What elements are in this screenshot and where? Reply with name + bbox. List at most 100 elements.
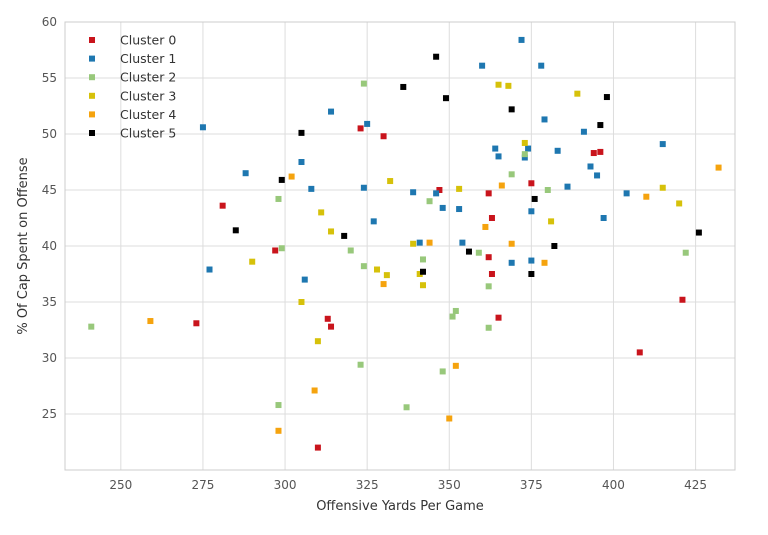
data-point-cluster-0 bbox=[219, 202, 226, 209]
data-point-cluster-3 bbox=[410, 240, 417, 247]
data-point-cluster-4 bbox=[426, 239, 433, 246]
data-point-cluster-0 bbox=[488, 215, 495, 221]
data-point-cluster-5 bbox=[298, 129, 305, 136]
data-point-cluster-5 bbox=[508, 106, 515, 113]
data-point-cluster-1 bbox=[199, 124, 206, 131]
data-point-cluster-4 bbox=[715, 164, 722, 171]
x-tick-label: 300 bbox=[274, 478, 297, 492]
legend-label: Cluster 0 bbox=[120, 33, 176, 48]
data-point-cluster-3 bbox=[298, 299, 305, 305]
x-tick-label: 375 bbox=[520, 478, 543, 492]
data-point-cluster-0 bbox=[488, 271, 495, 277]
data-point-cluster-1 bbox=[328, 108, 335, 115]
data-point-cluster-2 bbox=[275, 195, 282, 202]
x-axis-label: Offensive Yards Per Game bbox=[316, 499, 484, 514]
data-point-cluster-0 bbox=[328, 323, 335, 330]
data-point-cluster-1 bbox=[479, 62, 486, 69]
data-point-cluster-2 bbox=[449, 313, 456, 320]
data-point-cluster-2 bbox=[419, 256, 426, 263]
y-tick-label: 25 bbox=[42, 407, 57, 421]
data-point-cluster-4 bbox=[643, 193, 650, 200]
data-point-cluster-2 bbox=[347, 247, 354, 254]
data-point-cluster-5 bbox=[442, 95, 449, 102]
legend-marker bbox=[89, 130, 95, 136]
data-point-cluster-1 bbox=[242, 170, 249, 177]
data-point-cluster-3 bbox=[249, 258, 256, 265]
data-point-cluster-1 bbox=[541, 116, 548, 123]
data-point-cluster-1 bbox=[587, 163, 594, 170]
data-point-cluster-1 bbox=[370, 218, 377, 225]
data-point-cluster-5 bbox=[465, 248, 472, 255]
data-point-cluster-5 bbox=[278, 176, 285, 183]
tick-labels: 250 275 300 325 350 375 400 425 25 30 35 40 45 50 55 60 bbox=[42, 15, 707, 492]
data-point-cluster-3 bbox=[659, 184, 666, 191]
data-point-cluster-4 bbox=[446, 415, 453, 422]
data-point-cluster-0 bbox=[597, 148, 604, 155]
data-point-cluster-3 bbox=[419, 282, 426, 289]
data-point-cluster-1 bbox=[508, 259, 515, 266]
data-point-cluster-3 bbox=[416, 271, 423, 277]
data-point-cluster-2 bbox=[508, 171, 515, 178]
data-point-cluster-1 bbox=[495, 153, 502, 160]
x-tick-label: 250 bbox=[109, 478, 132, 492]
data-point-cluster-0 bbox=[324, 315, 331, 322]
data-point-cluster-1 bbox=[433, 190, 440, 197]
data-points bbox=[88, 36, 722, 451]
legend-label: Cluster 1 bbox=[120, 51, 176, 66]
data-point-cluster-3 bbox=[548, 218, 555, 225]
data-point-cluster-5 bbox=[341, 232, 348, 239]
data-point-cluster-1 bbox=[528, 208, 535, 215]
legend: Cluster 0 Cluster 1 Cluster 2 Cluster 3 Clus… bbox=[89, 33, 176, 141]
y-tick-label: 55 bbox=[42, 71, 57, 85]
data-point-cluster-0 bbox=[380, 133, 387, 140]
legend-label: Cluster 4 bbox=[120, 107, 176, 122]
data-point-cluster-5 bbox=[232, 227, 239, 234]
data-point-cluster-3 bbox=[328, 228, 335, 235]
legend-marker bbox=[89, 111, 95, 118]
data-point-cluster-4 bbox=[452, 362, 459, 369]
data-point-cluster-1 bbox=[528, 257, 535, 264]
data-point-cluster-4 bbox=[311, 387, 318, 394]
legend-label: Cluster 2 bbox=[120, 70, 176, 85]
legend-marker bbox=[89, 74, 95, 81]
data-point-cluster-2 bbox=[357, 361, 364, 368]
data-point-cluster-2 bbox=[452, 307, 459, 314]
data-point-cluster-3 bbox=[676, 200, 683, 207]
data-point-cluster-3 bbox=[521, 139, 528, 146]
data-point-cluster-3 bbox=[505, 82, 512, 89]
data-point-cluster-4 bbox=[482, 223, 489, 230]
data-point-cluster-3 bbox=[456, 185, 463, 192]
data-point-cluster-0 bbox=[636, 349, 643, 356]
data-point-cluster-2 bbox=[360, 80, 367, 87]
legend-marker bbox=[89, 55, 95, 62]
data-point-cluster-1 bbox=[623, 190, 630, 197]
data-point-cluster-1 bbox=[554, 147, 561, 154]
data-point-cluster-1 bbox=[518, 36, 525, 43]
data-point-cluster-5 bbox=[433, 53, 440, 60]
data-point-cluster-1 bbox=[594, 172, 601, 179]
data-point-cluster-2 bbox=[521, 151, 528, 158]
data-point-cluster-0 bbox=[436, 187, 443, 193]
data-point-cluster-1 bbox=[659, 141, 666, 148]
y-tick-label: 35 bbox=[42, 295, 57, 309]
data-point-cluster-2 bbox=[439, 368, 446, 375]
x-tick-label: 400 bbox=[602, 478, 625, 492]
data-point-cluster-4 bbox=[541, 259, 548, 266]
data-point-cluster-2 bbox=[682, 249, 689, 256]
data-point-cluster-3 bbox=[374, 266, 381, 273]
data-point-cluster-2 bbox=[403, 404, 410, 411]
data-point-cluster-2 bbox=[275, 402, 282, 409]
data-point-cluster-1 bbox=[206, 266, 213, 273]
data-point-cluster-3 bbox=[318, 209, 325, 216]
y-tick-label: 45 bbox=[42, 183, 57, 197]
data-point-cluster-1 bbox=[600, 215, 607, 221]
data-point-cluster-3 bbox=[574, 90, 581, 97]
data-point-cluster-5 bbox=[400, 83, 407, 90]
data-point-cluster-5 bbox=[597, 122, 604, 129]
y-tick-label: 40 bbox=[42, 239, 57, 253]
data-point-cluster-5 bbox=[528, 271, 535, 277]
data-point-cluster-0 bbox=[495, 314, 502, 321]
data-point-cluster-4 bbox=[147, 318, 154, 325]
data-point-cluster-4 bbox=[275, 427, 282, 434]
